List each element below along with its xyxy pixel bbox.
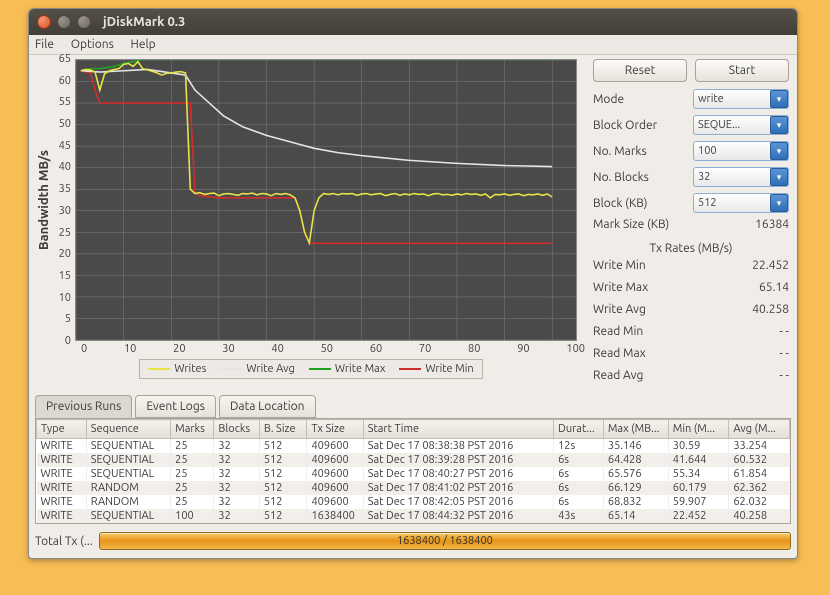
maximize-icon[interactable]	[77, 15, 91, 29]
read-max-value: - -	[779, 347, 789, 365]
legend-write_min: Write Min	[399, 363, 473, 375]
column-header[interactable]: B. Size	[259, 420, 307, 439]
column-header[interactable]: Durat...	[554, 420, 604, 439]
write-avg-value: 40.258	[752, 303, 789, 321]
no-blocks-combo[interactable]: 32▾	[693, 167, 789, 187]
x-axis-ticks: 0102030405060708090100	[81, 343, 585, 355]
read-avg-label: Read Avg	[593, 369, 643, 387]
runs-table: TypeSequenceMarksBlocksB. SizeTx SizeSta…	[35, 418, 791, 524]
tx-rates-header: Tx Rates (MB/s)	[593, 242, 789, 255]
column-header[interactable]: Avg (M...	[729, 420, 790, 439]
block-kb-combo[interactable]: 512▾	[693, 193, 789, 213]
legend-writes: Writes	[148, 363, 206, 375]
chevron-down-icon[interactable]: ▾	[770, 142, 788, 160]
menu-options[interactable]: Options	[71, 38, 114, 51]
tab-event-logs[interactable]: Event Logs	[135, 395, 216, 418]
table-row[interactable]: WRITESEQUENTIAL100325121638400Sat Dec 17…	[37, 509, 790, 523]
app-window: jDiskMark 0.3 File Options Help Bandwidt…	[28, 8, 798, 559]
table-row[interactable]: WRITERANDOM2532512409600Sat Dec 17 08:41…	[37, 481, 790, 495]
no-marks-combo[interactable]: 100▾	[693, 141, 789, 161]
reset-button[interactable]: Reset	[593, 59, 687, 82]
column-header[interactable]: Sequence	[86, 420, 170, 439]
column-header[interactable]: Start Time	[363, 420, 553, 439]
column-header[interactable]: Blocks	[214, 420, 259, 439]
menubar: File Options Help	[29, 35, 797, 55]
chart-plot	[75, 59, 577, 341]
block-order-combo[interactable]: SEQUE...▾	[693, 115, 789, 135]
no-blocks-label: No. Blocks	[593, 171, 683, 184]
chart-legend: Writes Write Avg Write Max Write Min	[139, 359, 482, 379]
mode-combo[interactable]: write▾	[693, 89, 789, 109]
progress-bar: 1638400 / 1638400	[99, 532, 791, 550]
chevron-down-icon[interactable]: ▾	[770, 90, 788, 108]
controls-pane: Reset Start Mode write▾ Block Order SEQU…	[593, 59, 789, 387]
minimize-icon[interactable]	[57, 15, 71, 29]
tab-previous-runs[interactable]: Previous Runs	[35, 395, 132, 418]
y-axis-label: Bandwidth MB/s	[35, 59, 53, 341]
legend-write_max: Write Max	[309, 363, 386, 375]
read-avg-value: - -	[779, 369, 789, 387]
column-header[interactable]: Type	[37, 420, 87, 439]
total-tx-label: Total Tx (...	[35, 535, 93, 548]
menu-help[interactable]: Help	[131, 38, 156, 51]
start-button[interactable]: Start	[695, 59, 789, 82]
window-title: jDiskMark 0.3	[103, 15, 185, 29]
column-header[interactable]: Max (MB...	[603, 420, 668, 439]
table-row[interactable]: WRITESEQUENTIAL2532512409600Sat Dec 17 0…	[37, 439, 790, 454]
chevron-down-icon[interactable]: ▾	[770, 116, 788, 134]
titlebar: jDiskMark 0.3	[29, 9, 797, 35]
close-icon[interactable]	[37, 15, 51, 29]
write-min-label: Write Min	[593, 259, 646, 277]
write-max-value: 65.14	[759, 281, 789, 299]
tabs: Previous Runs Event Logs Data Location	[35, 395, 797, 418]
mark-size-value: 16384	[755, 218, 789, 236]
read-min-label: Read Min	[593, 325, 643, 343]
no-marks-label: No. Marks	[593, 145, 683, 158]
chevron-down-icon[interactable]: ▾	[770, 194, 788, 212]
tab-data-location[interactable]: Data Location	[219, 395, 316, 418]
block-kb-label: Block (KB)	[593, 197, 683, 210]
column-header[interactable]: Min (M...	[668, 420, 729, 439]
menu-file[interactable]: File	[35, 38, 54, 51]
column-header[interactable]: Marks	[171, 420, 214, 439]
y-axis-ticks: 65605550454035302520151050	[53, 59, 75, 341]
write-avg-label: Write Avg	[593, 303, 646, 321]
read-max-label: Read Max	[593, 347, 646, 365]
write-max-label: Write Max	[593, 281, 648, 299]
column-header[interactable]: Tx Size	[307, 420, 363, 439]
mark-size-label: Mark Size (KB)	[593, 218, 669, 236]
table-row[interactable]: WRITESEQUENTIAL2532512409600Sat Dec 17 0…	[37, 467, 790, 481]
table-row[interactable]: WRITERANDOM2532512409600Sat Dec 17 08:42…	[37, 495, 790, 509]
progress-text: 1638400 / 1638400	[397, 535, 493, 547]
mode-label: Mode	[593, 93, 683, 106]
legend-write_avg: Write Avg	[220, 363, 294, 375]
read-min-value: - -	[779, 325, 789, 343]
table-row[interactable]: WRITESEQUENTIAL2532512409600Sat Dec 17 0…	[37, 453, 790, 467]
chart-pane: Bandwidth MB/s 6560555045403530252015105…	[35, 59, 587, 387]
chevron-down-icon[interactable]: ▾	[770, 168, 788, 186]
write-min-value: 22.452	[752, 259, 789, 277]
block-order-label: Block Order	[593, 119, 683, 132]
